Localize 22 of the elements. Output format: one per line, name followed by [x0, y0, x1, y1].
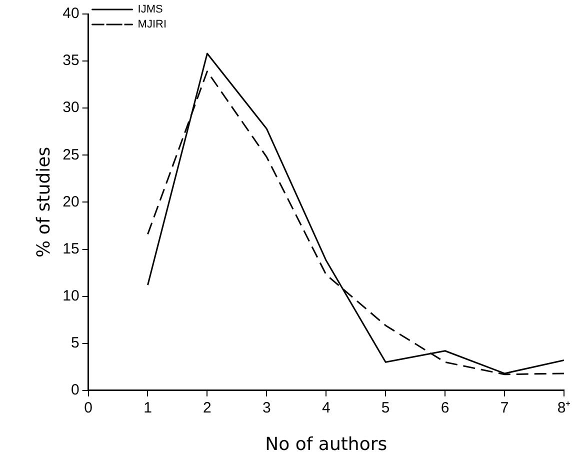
- y-tick-label: 20: [62, 193, 80, 210]
- legend-label: IJMS: [138, 4, 163, 16]
- x-tick-label: 6: [440, 400, 450, 417]
- y-tick-label: 15: [62, 240, 80, 258]
- x-tick-label: 0: [84, 400, 92, 417]
- y-tick-label: 40: [62, 5, 80, 22]
- y-tick-label: 0: [70, 382, 80, 399]
- y-tick-label: 25: [62, 146, 80, 164]
- x-tick-label: 2: [203, 400, 212, 417]
- y-axis-title: % of studies: [33, 146, 54, 258]
- x-tick-label: 7: [500, 400, 509, 417]
- x-tick-label: 4: [322, 400, 330, 417]
- legend-label: MJIRI: [138, 18, 167, 31]
- x-tick-label: 8⁺: [557, 400, 571, 417]
- x-tick-label: 1: [144, 400, 152, 417]
- x-tick-label: 3: [262, 400, 271, 417]
- x-axis-title: No of authors: [265, 434, 388, 455]
- y-tick-label: 35: [62, 52, 80, 70]
- y-tick-label: 5: [70, 334, 80, 352]
- x-tick-label: 5: [381, 400, 390, 417]
- y-tick-label: 30: [62, 99, 80, 116]
- y-tick-label: 10: [62, 287, 80, 304]
